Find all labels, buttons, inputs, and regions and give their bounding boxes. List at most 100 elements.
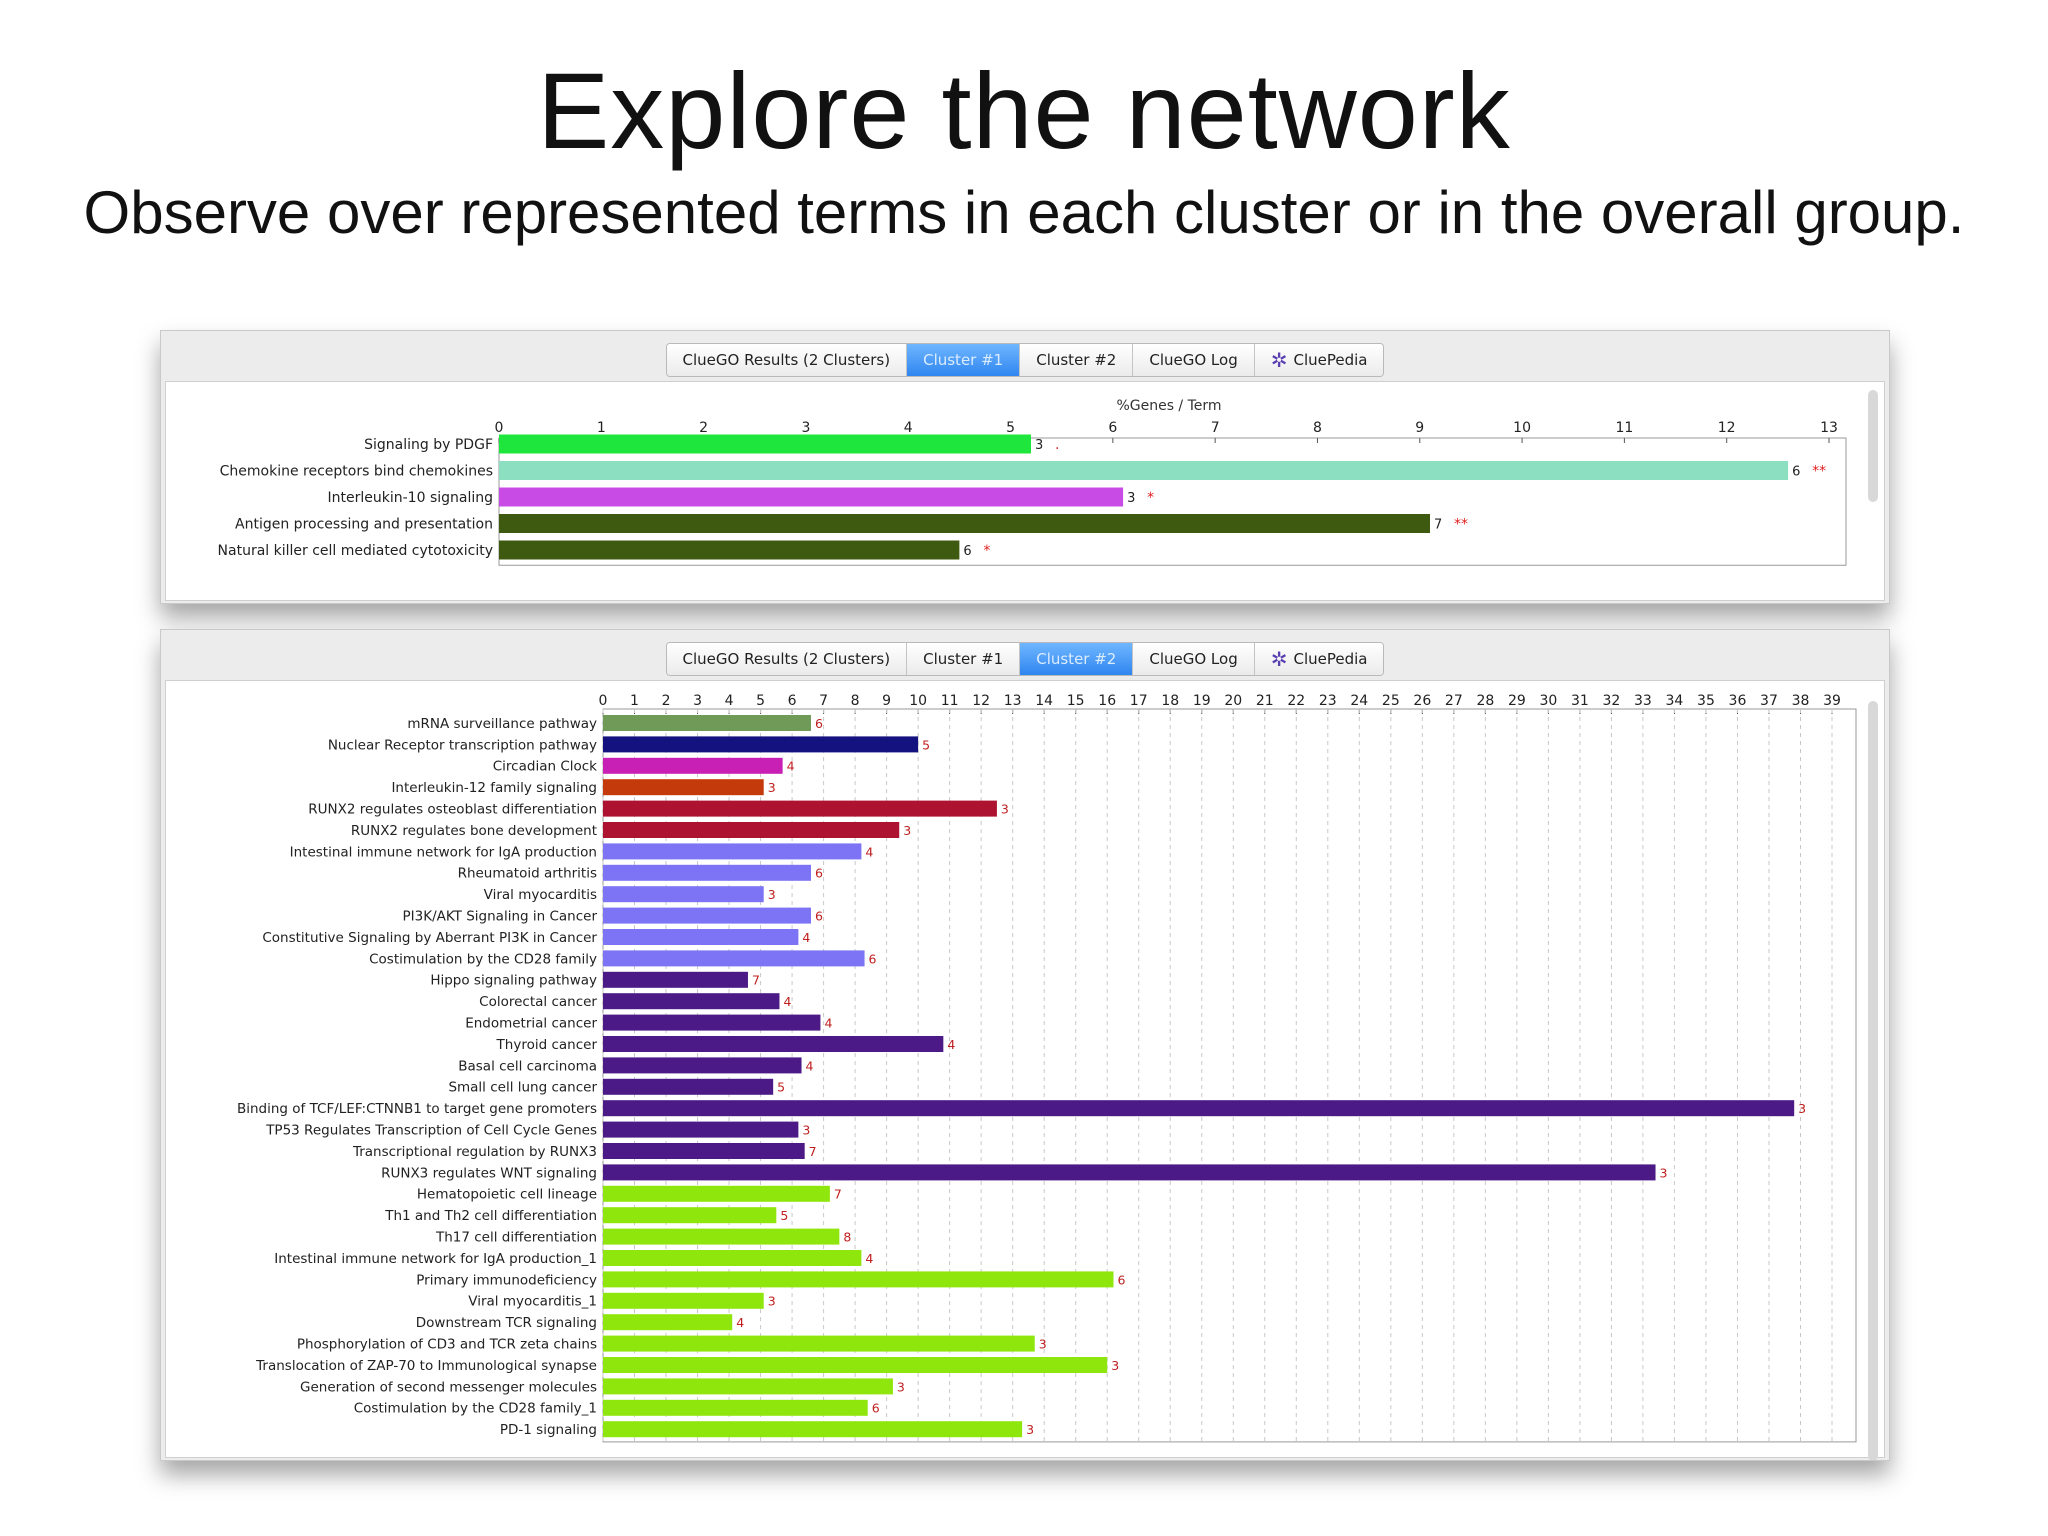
- category-label: RUNX2 regulates osteoblast differentiati…: [308, 801, 597, 817]
- x-tick-label: 10: [1513, 420, 1531, 436]
- category-label: mRNA surveillance pathway: [407, 716, 597, 732]
- category-label: Phosphorylation of CD3 and TCR zeta chai…: [297, 1336, 597, 1352]
- bar-label: 5: [777, 1080, 785, 1095]
- chart-panel: %Genes / Term012345678910111213141516171…: [165, 680, 1885, 1460]
- bar-label: 3: [1035, 438, 1043, 453]
- x-tick-label: 17: [1130, 693, 1148, 709]
- x-tick-label: 27: [1445, 693, 1463, 709]
- tab-group: ClueGO Results (2 Clusters) Cluster #1 C…: [665, 642, 1385, 676]
- x-tick-label: 7: [1211, 420, 1220, 436]
- category-label: Th17 cell differentiation: [435, 1229, 597, 1245]
- bar-label: 7: [752, 973, 760, 988]
- tab-bar: ClueGO Results (2 Clusters) Cluster #1 C…: [161, 642, 1889, 676]
- category-label: Costimulation by the CD28 family: [369, 951, 597, 967]
- x-tick-label: 10: [909, 693, 927, 709]
- bar-label: 3: [1798, 1101, 1806, 1116]
- bar-label: 3: [1001, 801, 1009, 816]
- category-label: Constitutive Signaling by Aberrant PI3K …: [262, 930, 597, 946]
- tab-group: ClueGO Results (2 Clusters) Cluster #1 C…: [665, 343, 1385, 377]
- bar: [603, 1036, 944, 1052]
- bar-label: 4: [947, 1037, 955, 1052]
- significance-label: .: [1055, 437, 1059, 453]
- bar: [603, 1271, 1114, 1288]
- tab-cluster-2[interactable]: Cluster #2: [1020, 643, 1134, 675]
- tab-cluster-1[interactable]: Cluster #1: [907, 344, 1021, 376]
- tab-cluster-2[interactable]: Cluster #2: [1020, 344, 1134, 376]
- bar-label: 6: [1792, 465, 1800, 480]
- category-label: TP53 Regulates Transcription of Cell Cyc…: [265, 1122, 597, 1138]
- x-tick-label: 4: [725, 693, 734, 709]
- x-tick-label: 30: [1539, 693, 1557, 709]
- x-tick-label: 6: [1108, 420, 1117, 436]
- x-tick-label: 2: [699, 420, 708, 436]
- x-tick-label: 37: [1760, 693, 1778, 709]
- cluster2-window: ClueGO Results (2 Clusters) Cluster #1 C…: [160, 629, 1890, 1461]
- bar-label: 5: [780, 1208, 788, 1223]
- category-label: Colorectal cancer: [479, 994, 597, 1010]
- x-tick-label: 16: [1098, 693, 1116, 709]
- bar: [603, 800, 997, 817]
- category-label: Nuclear Receptor transcription pathway: [328, 737, 597, 753]
- bar-label: 4: [787, 759, 795, 774]
- tab-cluego-results[interactable]: ClueGO Results (2 Clusters): [666, 643, 908, 675]
- category-label: Viral myocarditis: [484, 887, 597, 903]
- x-tick-label: 18: [1161, 693, 1179, 709]
- bar-label: 5: [922, 737, 930, 752]
- tab-cluster-1[interactable]: Cluster #1: [907, 643, 1021, 675]
- bar: [603, 757, 783, 774]
- chart-title: %Genes / Term: [1116, 398, 1221, 414]
- bar-label: 3: [1111, 1358, 1119, 1373]
- tab-cluepedia-label: CluePedia: [1293, 650, 1368, 668]
- x-tick-label: 2: [662, 693, 671, 709]
- significance-label: **: [1454, 517, 1468, 533]
- vertical-scrollbar[interactable]: [1868, 701, 1878, 1460]
- category-label: RUNX3 regulates WNT signaling: [381, 1165, 597, 1181]
- bar: [603, 1378, 893, 1395]
- bar-label: 6: [872, 1401, 880, 1416]
- category-label: Basal cell carcinoma: [458, 1058, 597, 1074]
- bar-label: 6: [815, 866, 823, 881]
- bar-label: 4: [802, 930, 810, 945]
- plot-area: [602, 708, 1857, 1443]
- bar: [603, 1250, 862, 1266]
- x-tick-label: 0: [599, 693, 608, 709]
- x-tick-label: 33: [1634, 693, 1652, 709]
- tab-cluego-log[interactable]: ClueGO Log: [1133, 344, 1255, 376]
- bar-label: 3: [897, 1379, 905, 1394]
- category-label: Small cell lung cancer: [448, 1080, 597, 1096]
- tab-cluepedia[interactable]: ✲ CluePedia: [1254, 344, 1384, 376]
- category-label: Signaling by PDGF: [364, 437, 493, 453]
- bar-label: 6: [963, 544, 971, 559]
- category-label: Th1 and Th2 cell differentiation: [384, 1208, 597, 1224]
- category-label: Binding of TCF/LEF:CTNNB1 to target gene…: [237, 1101, 597, 1117]
- x-tick-label: 11: [1615, 420, 1633, 436]
- bar-label: 6: [815, 716, 823, 731]
- bar: [499, 461, 1789, 480]
- cluepedia-icon: ✲: [1270, 348, 1288, 372]
- cluepedia-icon: ✲: [1270, 647, 1288, 671]
- tab-cluego-log[interactable]: ClueGO Log: [1133, 643, 1255, 675]
- category-label: PI3K/AKT Signaling in Cancer: [403, 908, 598, 924]
- bar-label: 6: [869, 951, 877, 966]
- category-label: Natural killer cell mediated cytotoxicit…: [218, 543, 493, 559]
- tab-cluego-results[interactable]: ClueGO Results (2 Clusters): [666, 344, 908, 376]
- x-tick-label: 0: [495, 420, 504, 436]
- category-label: Downstream TCR signaling: [416, 1315, 597, 1331]
- bar: [603, 1164, 1656, 1181]
- bar-label: 3: [903, 823, 911, 838]
- category-label: Translocation of ZAP-70 to Immunological…: [255, 1358, 597, 1374]
- vertical-scrollbar[interactable]: [1868, 390, 1878, 502]
- bar-label: 7: [809, 1144, 817, 1159]
- x-tick-label: 12: [972, 693, 990, 709]
- tab-cluepedia[interactable]: ✲ CluePedia: [1254, 643, 1384, 675]
- category-label: Intestinal immune network for IgA produc…: [274, 1251, 597, 1267]
- x-tick-label: 11: [941, 693, 959, 709]
- x-tick-label: 6: [788, 693, 797, 709]
- bar: [603, 1185, 830, 1202]
- slide-title: Explore the network: [537, 50, 1511, 171]
- x-tick-label: 8: [851, 693, 860, 709]
- bar: [603, 993, 780, 1010]
- x-tick-label: 3: [693, 693, 702, 709]
- x-tick-label: 4: [904, 420, 913, 436]
- category-label: Circadian Clock: [493, 759, 597, 775]
